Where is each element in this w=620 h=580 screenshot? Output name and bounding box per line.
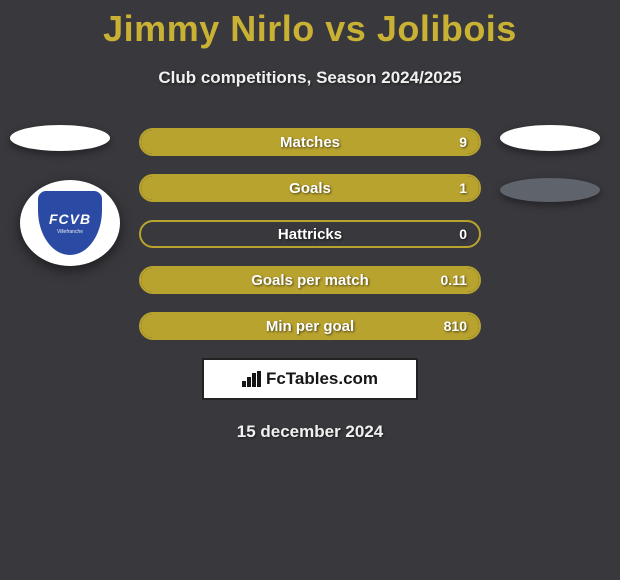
stat-label: Hattricks: [278, 226, 342, 243]
stat-label: Goals: [289, 180, 331, 197]
date-text: 15 december 2024: [0, 422, 620, 442]
stats-container: Matches 9 Goals 1 Hattricks 0 Goals per …: [0, 128, 620, 340]
player1-name: Jimmy Nirlo: [103, 8, 315, 49]
stat-value-right: 810: [444, 318, 467, 334]
stat-row-goals-per-match: Goals per match 0.11: [0, 266, 620, 294]
stat-label: Matches: [280, 134, 340, 151]
stat-bar: Matches 9: [139, 128, 481, 156]
stat-bar: Hattricks 0: [139, 220, 481, 248]
stat-value-right: 0: [459, 226, 467, 242]
branding-box[interactable]: FcTables.com: [202, 358, 418, 400]
stat-row-matches: Matches 9: [0, 128, 620, 156]
stat-label: Min per goal: [266, 318, 354, 335]
stat-bar: Goals per match 0.11: [139, 266, 481, 294]
stat-value-right: 9: [459, 134, 467, 150]
comparison-title: Jimmy Nirlo vs Jolibois: [0, 0, 620, 50]
branding-text: FcTables.com: [266, 369, 378, 389]
vs-text: vs: [325, 8, 366, 49]
stat-bar: Min per goal 810: [139, 312, 481, 340]
stat-label: Goals per match: [251, 272, 369, 289]
stat-row-min-per-goal: Min per goal 810: [0, 312, 620, 340]
bar-chart-icon: [242, 371, 262, 387]
stat-row-goals: Goals 1: [0, 174, 620, 202]
stat-bar: Goals 1: [139, 174, 481, 202]
player2-name: Jolibois: [377, 8, 517, 49]
stat-row-hattricks: Hattricks 0: [0, 220, 620, 248]
subtitle: Club competitions, Season 2024/2025: [0, 68, 620, 88]
stat-value-right: 1: [459, 180, 467, 196]
stat-value-right: 0.11: [441, 272, 467, 288]
